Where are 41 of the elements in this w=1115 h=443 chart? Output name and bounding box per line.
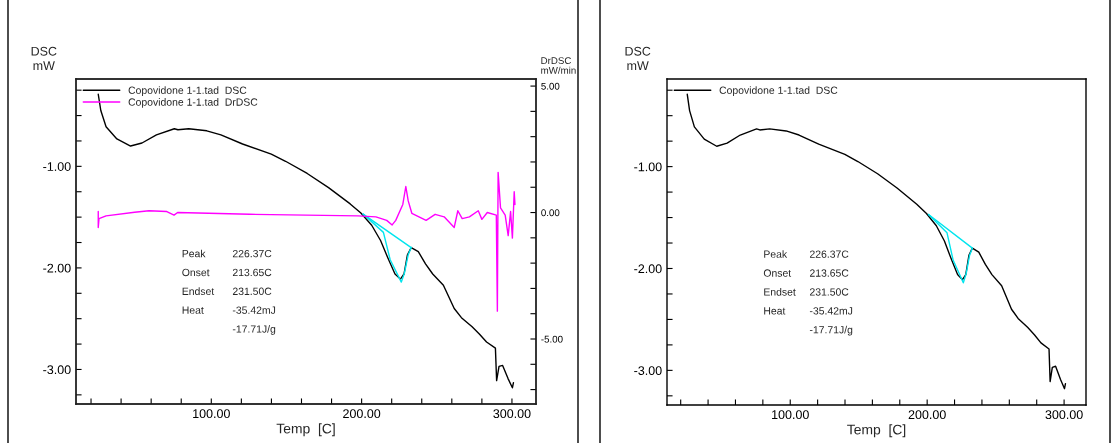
annotation: -35.42mJ	[809, 307, 853, 315]
annotation: 226.37C	[809, 250, 849, 258]
annotation: Peak	[182, 249, 206, 258]
annotation: Heat	[182, 306, 204, 314]
legend-label: Copovidone 1-1.tad DSC	[128, 86, 247, 96]
x-tick-label: 200.00	[343, 409, 381, 419]
x-tick-label: 300.00	[493, 409, 531, 419]
y2-tick-label: 0.00	[541, 209, 560, 217]
x-tick-label: 100.00	[772, 410, 809, 420]
legend-label: Copovidone 1-1.tad DSC	[719, 86, 838, 96]
x-tick-label: 300.00	[1045, 410, 1083, 420]
legend-label: Copovidone 1-1.tad DrDSC	[128, 98, 258, 108]
annotation: Onset	[182, 268, 210, 277]
annotation: -35.42mJ	[232, 306, 276, 314]
y2-axis-title: DrDSC mW/min	[541, 57, 576, 74]
y2-tick-label: 5.00	[541, 82, 560, 90]
x-axis-title: Temp [C]	[847, 424, 906, 438]
y2-tick-label: -5.00	[541, 335, 563, 343]
y-tick-label: -1.00	[634, 162, 662, 172]
annotation: 213.65C	[809, 269, 849, 277]
x-tick-label: 100.00	[193, 409, 230, 419]
annotation: Endset	[764, 288, 796, 296]
x-axis-title: Temp [C]	[276, 423, 335, 437]
annotation: -17.71J/g	[232, 325, 276, 335]
annotation: 231.50C	[809, 288, 849, 296]
y-tick-label: -2.00	[43, 263, 71, 273]
annotation: Endset	[182, 287, 215, 295]
annotation: Onset	[763, 269, 792, 277]
x-tick-label: 200.00	[908, 410, 946, 420]
y-tick-label: -2.00	[634, 264, 662, 274]
y-tick-label: -1.00	[43, 162, 71, 171]
y-axis-title: DSC mW	[625, 46, 651, 70]
annotation: 231.50C	[232, 287, 272, 295]
y-tick-label: -3.00	[634, 366, 662, 376]
y-tick-label: -3.00	[43, 365, 71, 375]
y-axis-title: DSC mW	[31, 46, 57, 70]
annotation: Peak	[764, 250, 788, 258]
annotation: 226.37C	[232, 249, 272, 258]
annotation: -17.71J/g	[809, 325, 853, 336]
annotation: Heat	[764, 307, 786, 315]
annotation: 213.65C	[232, 268, 272, 277]
